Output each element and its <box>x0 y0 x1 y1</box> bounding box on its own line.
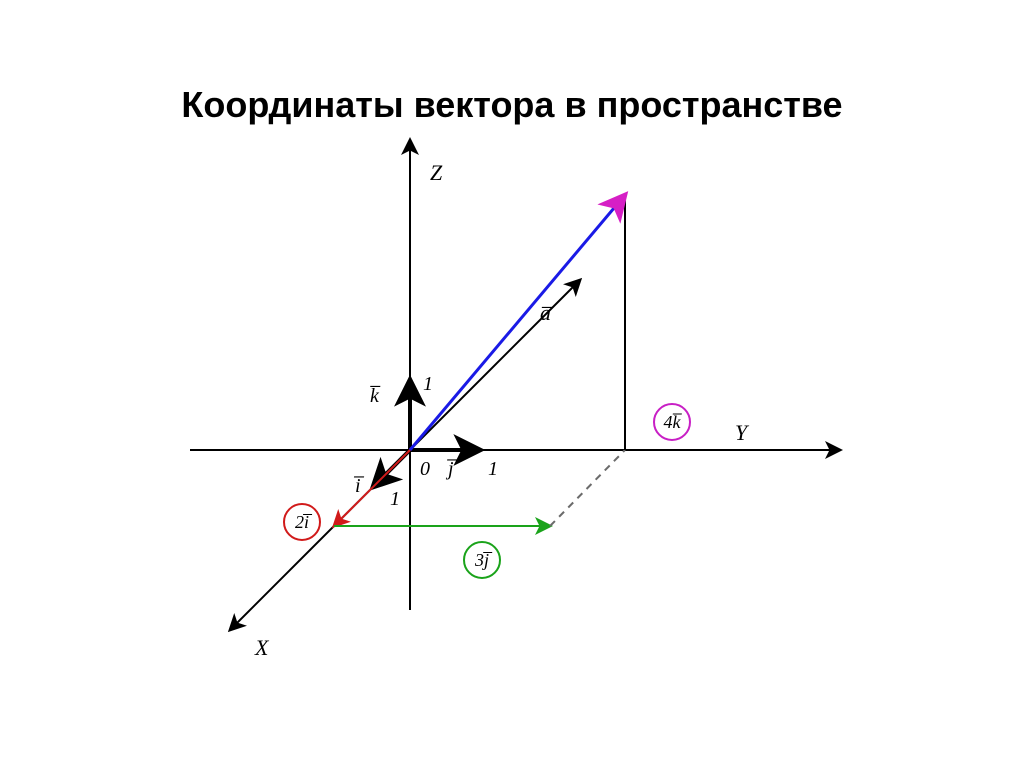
axis-y-label: Y <box>735 420 747 446</box>
diagram-svg <box>180 130 860 690</box>
diagram-3d-vector: Z Y X 0 i̅ 1 j̅ 1 k̅ 1 a̅ 2i̅ 3j̅ 4k̅ <box>180 130 860 690</box>
dashed-guide <box>550 450 625 526</box>
axis-x-label: X <box>255 635 268 661</box>
page-title: Координаты вектора в пространстве <box>0 84 1024 126</box>
origin-label: 0 <box>420 458 430 481</box>
unit-i-label: i̅ <box>355 475 361 498</box>
unit-k-label: k̅ <box>370 385 379 408</box>
component-3j-circle: 3j̅ <box>463 541 501 579</box>
vector-a <box>410 195 625 450</box>
unit-j-label: j̅ <box>448 458 454 481</box>
axis-z-label: Z <box>430 160 442 186</box>
unit-j-tick: 1 <box>488 458 498 481</box>
unit-k-tick: 1 <box>423 373 433 396</box>
component-4k-circle: 4k̅ <box>653 403 691 441</box>
component-2i-circle: 2i̅ <box>283 503 321 541</box>
vector-a-label: a̅ <box>540 300 551 326</box>
unit-i-tick: 1 <box>390 488 400 511</box>
